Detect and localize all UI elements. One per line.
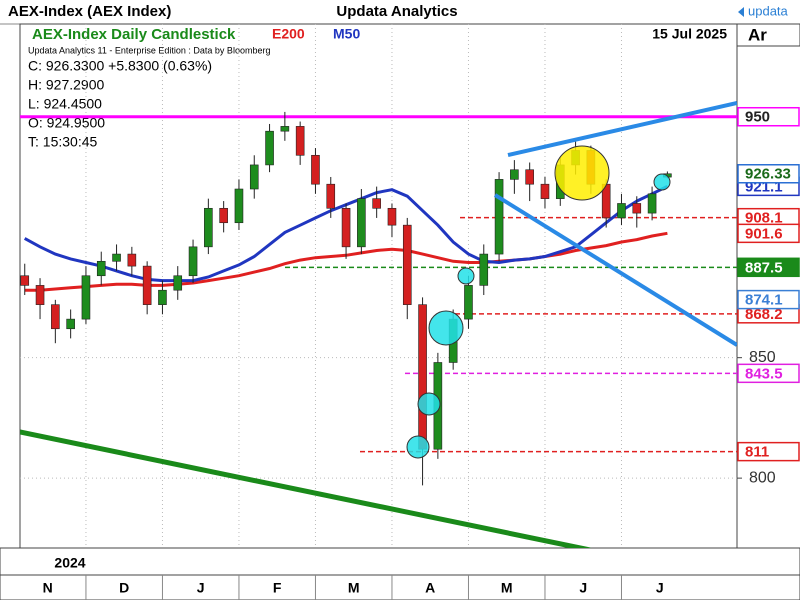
candle-body — [158, 289, 167, 305]
candle-body — [632, 203, 642, 214]
candle-body — [357, 198, 366, 248]
candle-body — [188, 246, 198, 277]
legend-entry: E200 — [272, 26, 305, 42]
candle-body — [127, 253, 137, 267]
candle-body — [418, 304, 427, 450]
trend-line — [493, 193, 737, 347]
price-tag-label: 901.6 — [745, 225, 783, 242]
window-title: AEX-Index (AEX Index) — [8, 3, 171, 20]
price-tag — [737, 441, 800, 462]
price-tag-label: 868.2 — [745, 306, 783, 323]
highlight-circle — [554, 145, 610, 201]
x-tick-label: F — [273, 580, 282, 596]
candle-body — [265, 130, 274, 166]
year-label: 2024 — [54, 555, 85, 571]
candle-body — [479, 253, 489, 286]
price-tag — [737, 223, 800, 244]
candle-body — [142, 265, 152, 305]
price-tag — [737, 257, 800, 278]
candle-body — [540, 183, 550, 199]
candle-body — [295, 126, 305, 156]
price-tag-label: 887.5 — [745, 259, 783, 276]
logo-icon — [738, 7, 744, 17]
highlight-circle — [406, 435, 430, 459]
price-tag — [737, 289, 800, 310]
candle-body — [234, 188, 244, 224]
trend-line — [507, 101, 737, 157]
year-row — [0, 547, 800, 576]
candle-body — [81, 275, 91, 320]
candle-body — [402, 224, 412, 305]
price-tag-label: 874.1 — [745, 292, 783, 309]
right-axis: 850 800 950 887.5 908.1 868.2 843.5 811 874.1 901… — [737, 106, 800, 486]
app-title: Updata Analytics — [336, 3, 457, 20]
price-tag — [737, 106, 800, 127]
candle-body — [387, 207, 397, 226]
highlight-circle — [457, 267, 475, 285]
candle-body — [204, 207, 213, 248]
candle-body — [326, 183, 336, 209]
legend-entry: M50 — [333, 26, 360, 42]
chart-title: AEX-Index Daily Candlestick — [32, 26, 236, 43]
price-tag-label: 950 — [745, 109, 770, 126]
candle-body — [341, 207, 351, 248]
price-tag-label: 843.5 — [745, 365, 783, 382]
candle-body — [510, 169, 519, 180]
logo: updata — [748, 3, 789, 18]
info-line: Updata Analytics 11 - Enterprise Edition… — [28, 45, 270, 55]
candle-body — [525, 169, 534, 185]
info-line: C: 926.3300 +5.8300 (0.63%) — [28, 58, 212, 74]
axis-title-box — [736, 23, 800, 47]
x-tick-label: J — [579, 580, 587, 596]
info-line: T: 15:30:45 — [28, 134, 97, 150]
plot-area — [20, 24, 737, 548]
price-tag-label: 811 — [745, 444, 769, 461]
x-tick-label: J — [656, 580, 664, 596]
x-tick-label: N — [43, 580, 53, 596]
candle-body — [112, 253, 121, 262]
candle-body — [647, 193, 657, 214]
info-line: O: 924.9500 — [28, 115, 105, 131]
highlight-circle — [417, 392, 441, 416]
candle-body — [464, 285, 473, 320]
price-tag — [737, 164, 800, 184]
candle-body — [20, 275, 30, 286]
info-line: L: 924.4500 — [28, 96, 102, 112]
candle-body — [494, 179, 504, 255]
candle-body — [96, 260, 106, 277]
y-tick-label: 850 — [749, 349, 776, 366]
candle-body — [51, 304, 60, 330]
candle-body — [372, 198, 381, 209]
drawings — [20, 101, 737, 548]
price-tag — [737, 363, 800, 384]
candle-body — [219, 207, 228, 224]
highlight-circle — [428, 310, 464, 346]
candle-body — [66, 318, 75, 330]
candle-body — [35, 285, 45, 305]
date: 15 Jul 2025 — [652, 26, 727, 42]
info-panel: Updata Analytics 11 - Enterprise Edition… — [28, 45, 270, 149]
info-line: H: 927.2900 — [28, 77, 104, 93]
x-tick-label: D — [119, 580, 129, 596]
candle-body — [280, 126, 290, 132]
x-tick-label: A — [425, 580, 435, 596]
axis-title: Ar — [748, 25, 767, 44]
candle-body — [249, 164, 259, 190]
x-tick-label: J — [197, 580, 205, 596]
candle-body — [617, 203, 626, 219]
price-tag-label: 908.1 — [745, 210, 783, 227]
trend-line — [20, 429, 591, 548]
price-tag-label: 926.33 — [745, 166, 791, 183]
candle-body — [311, 154, 320, 185]
y-tick-label: 800 — [749, 469, 776, 486]
x-tick-label: M — [348, 580, 360, 596]
highlight-circle — [653, 173, 671, 191]
candle-body — [173, 275, 183, 291]
month-row — [0, 574, 800, 600]
x-tick-label: M — [501, 580, 513, 596]
